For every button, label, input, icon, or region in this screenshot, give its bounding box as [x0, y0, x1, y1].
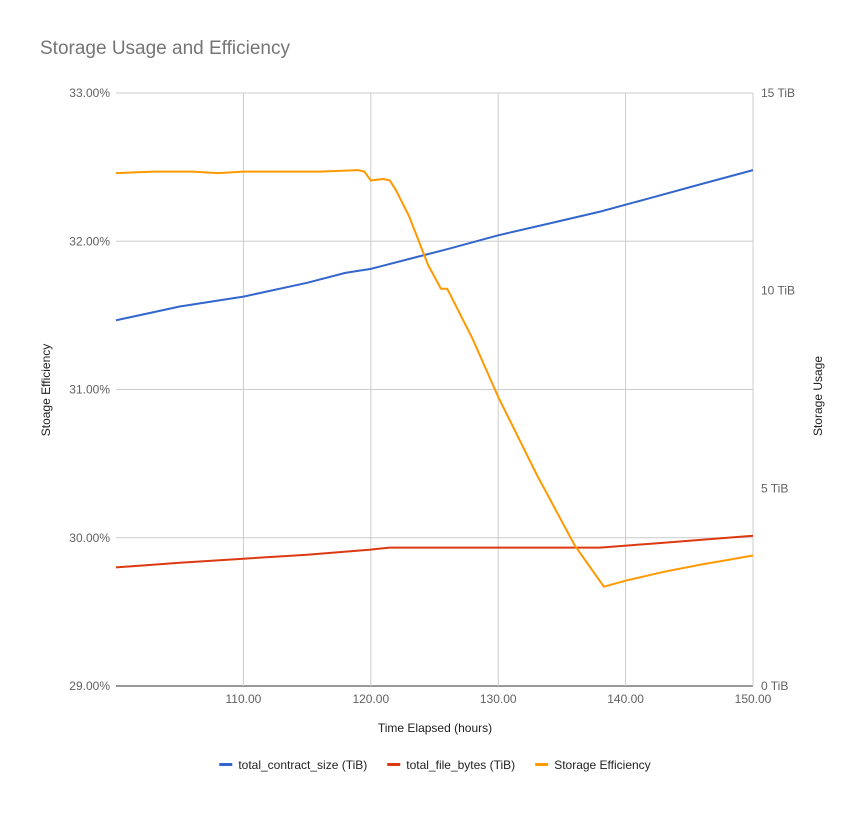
right-tick-label: 5 TiB — [761, 481, 788, 495]
left-tick-label: 33.00% — [69, 86, 110, 100]
right-tick-label: 0 TiB — [761, 679, 788, 693]
right-axis-ticks: 0 TiB 5 TiB 10 TiB 15 TiB — [761, 86, 795, 693]
x-tick-label: 120.00 — [352, 692, 389, 706]
series-group — [116, 170, 753, 587]
legend-label: total_file_bytes (TiB) — [406, 758, 515, 772]
legend: total_contract_size (TiB) total_file_byte… — [219, 758, 650, 772]
series-line — [116, 536, 753, 568]
legend-item: total_contract_size (TiB) — [219, 758, 367, 772]
x-tick-label: 150.00 — [735, 692, 772, 706]
right-axis-title: Storage Usage — [811, 356, 825, 436]
legend-swatch — [535, 763, 548, 766]
legend-label: Storage Efficiency — [554, 758, 651, 772]
x-axis-title: Time Elapsed (hours) — [378, 721, 492, 735]
grid-lines — [116, 93, 753, 686]
left-tick-label: 32.00% — [69, 234, 110, 248]
left-axis-ticks: 29.00% 30.00% 31.00% 32.00% 33.00% — [69, 86, 110, 693]
series-line — [116, 170, 753, 320]
legend-item: Storage Efficiency — [535, 758, 651, 772]
right-tick-label: 15 TiB — [761, 86, 795, 100]
x-tick-label: 110.00 — [225, 692, 261, 706]
x-tick-label: 140.00 — [607, 692, 644, 706]
left-tick-label: 30.00% — [69, 531, 110, 545]
right-tick-label: 10 TiB — [761, 284, 795, 298]
legend-swatch — [387, 763, 400, 766]
legend-swatch — [219, 763, 232, 766]
left-tick-label: 29.00% — [69, 679, 110, 693]
left-axis-title: Stoage Efficiency — [39, 344, 53, 437]
legend-label: total_contract_size (TiB) — [238, 758, 367, 772]
legend-item: total_file_bytes (TiB) — [387, 758, 515, 772]
left-tick-label: 31.00% — [69, 383, 110, 397]
x-tick-label: 130.00 — [480, 692, 517, 706]
x-axis-ticks: 110.00 120.00 130.00 140.00 150.00 — [225, 692, 771, 706]
series-line — [116, 170, 753, 587]
